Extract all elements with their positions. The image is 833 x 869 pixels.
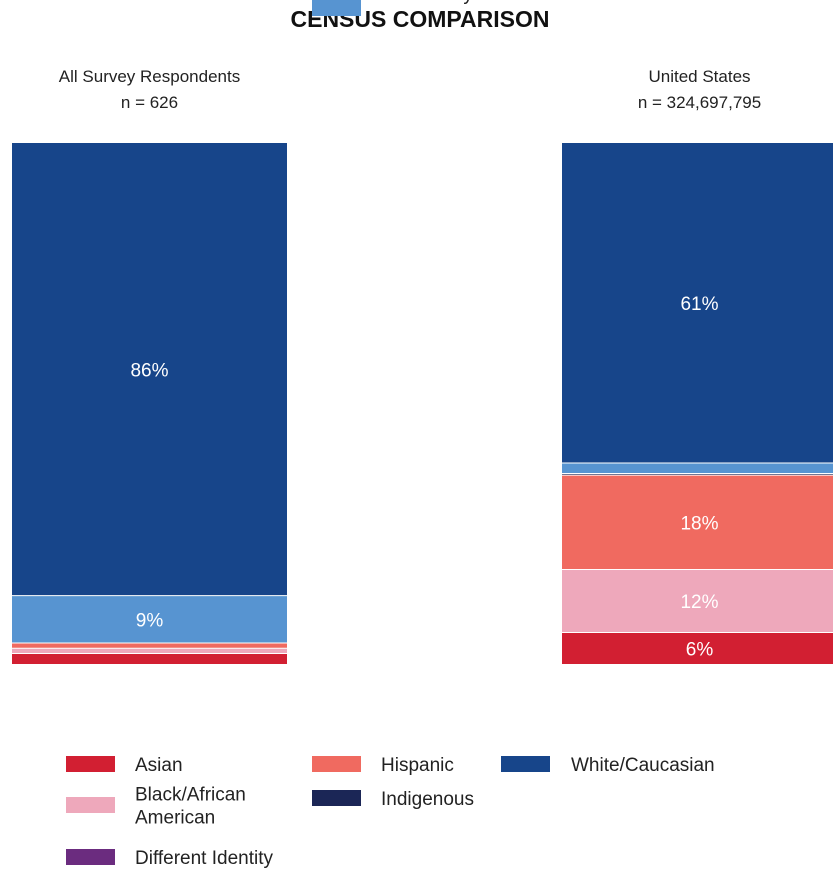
data-label-united-states-asian: 6%	[686, 639, 714, 660]
bar-segment-all-survey-respondents-black-african-american	[12, 648, 287, 654]
bar-segment-all-survey-respondents-more-than-one-race-or-ethnicity	[12, 595, 287, 643]
bar-segment-all-survey-respondents-hispanic	[12, 642, 287, 649]
legend-swatch-hispanic	[312, 756, 361, 772]
bar-n-united-states: n = 324,697,795	[638, 93, 761, 112]
data-label-all-survey-respondents-more-than-one-race-or-ethnicity: 9%	[136, 610, 164, 631]
bar-segment-united-states-white-caucasian	[562, 143, 833, 464]
bar-segment-united-states-hispanic	[562, 475, 833, 570]
bar-header-all-survey-respondents: All Survey Respondents	[59, 67, 240, 86]
legend-label-indigenous: Indigenous	[381, 789, 474, 810]
legend-swatch-indigenous	[312, 790, 361, 806]
bar-segment-all-survey-respondents-asian	[12, 653, 287, 664]
data-label-united-states-white-caucasian: 61%	[680, 294, 718, 315]
legend-swatch-asian	[66, 756, 115, 772]
legend-label-black-african-american: Black/African	[135, 785, 246, 806]
legend-label-hispanic: Hispanic	[381, 755, 454, 776]
bar-segment-united-states-indigenous	[562, 473, 833, 476]
legend-swatch-more-than-one-race-or-ethnicity	[312, 0, 361, 16]
bar-segment-united-states-more-than-one-race-or-ethnicity	[562, 463, 833, 474]
legend-label-more-than-one-race-or-ethnicity: More than one race	[381, 0, 546, 5]
data-label-all-survey-respondents-white-caucasian: 86%	[130, 360, 168, 381]
legend-swatch-white-caucasian	[501, 756, 550, 772]
legend-label-white-caucasian: White/Caucasian	[571, 755, 715, 776]
data-label-united-states-black-african-american: 12%	[680, 592, 718, 613]
bar-n-all-survey-respondents: n = 626	[121, 93, 178, 112]
legend-swatch-different-identity	[66, 849, 115, 865]
legend-label-different-identity: Different Identity	[135, 848, 274, 869]
bar-segment-united-states-asian	[562, 632, 833, 664]
bar-segment-united-states-black-african-american	[562, 569, 833, 633]
legend-label-asian: Asian	[135, 755, 183, 776]
bar-header-united-states: United States	[648, 67, 750, 86]
legend-label-more-than-one-race-or-ethnicity: or ethnicity	[381, 0, 473, 5]
legend-label-black-african-american: American	[135, 808, 215, 829]
legend-swatch-black-african-american	[66, 797, 115, 813]
data-label-united-states-hispanic: 18%	[680, 513, 718, 534]
bars-group: All Survey Respondents n = 626 9% 86% United…	[12, 67, 833, 664]
bar-segment-all-survey-respondents-white-caucasian	[12, 143, 287, 596]
